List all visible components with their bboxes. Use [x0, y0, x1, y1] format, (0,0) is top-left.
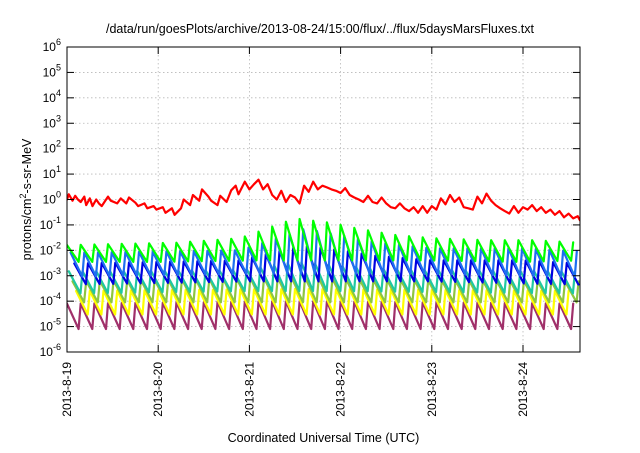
series-line-5 [71, 275, 580, 304]
y-axis-title: protons/cm2-s-sr-MeV [18, 138, 34, 260]
x-tick-label: 2013-8-20 [151, 362, 165, 417]
x-tick-label: 2013-8-24 [516, 362, 530, 417]
y-tick-label: 105 [43, 62, 61, 79]
series-line-0 [67, 178, 580, 222]
y-tick-label: 10-4 [40, 291, 61, 308]
x-tick-label: 2013-8-19 [60, 362, 74, 417]
y-tick-label: 10-1 [40, 215, 61, 232]
y-axis-title-suffix: -s-sr-MeV [20, 138, 34, 194]
y-tick-label: 10-3 [40, 266, 61, 283]
y-axis-title-prefix: protons/cm [20, 199, 34, 261]
x-tick-label: 2013-8-23 [425, 362, 439, 417]
x-tick-label: 2013-8-21 [242, 362, 256, 417]
y-tick-label: 10-5 [40, 317, 61, 334]
x-axis-title: Coordinated Universal Time (UTC) [228, 431, 420, 445]
series-line-1 [67, 217, 575, 263]
y-tick-label: 10-6 [40, 342, 61, 359]
y-axis-ticks: 10-6 10-5 10-4 10-3 10-2 10-1 100 101 102 103 104 1… [40, 37, 580, 359]
y-axis-title-sup: 2 [18, 194, 28, 199]
series-line-6 [75, 287, 570, 316]
series-line-2 [69, 228, 578, 278]
y-tick-label: 104 [43, 88, 61, 105]
series-line-7 [67, 300, 575, 331]
y-tick-label: 100 [43, 190, 61, 207]
y-tick-label: 106 [43, 37, 61, 54]
y-tick-label: 101 [43, 164, 61, 181]
y-tick-label: 10-2 [40, 240, 61, 257]
series-layer [67, 178, 580, 331]
x-tick-label: 2013-8-22 [334, 362, 348, 417]
chart-title: /data/run/goesPlots/archive/2013-08-24/1… [106, 22, 535, 36]
y-tick-label: 103 [43, 113, 61, 130]
x-axis-ticks: 2013-8-19 2013-8-20 2013-8-21 2013-8-22 2013… [60, 47, 530, 417]
y-tick-label: 102 [43, 139, 61, 156]
